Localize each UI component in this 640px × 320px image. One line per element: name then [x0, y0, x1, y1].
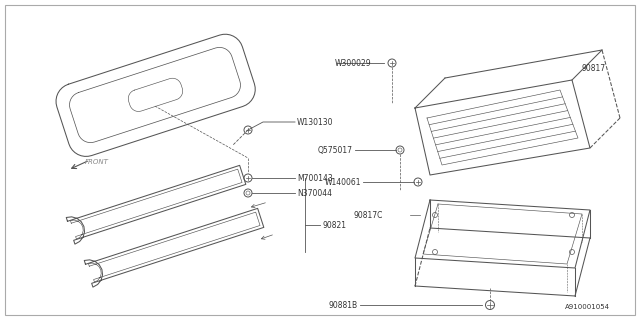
Text: N370044: N370044 — [297, 188, 332, 197]
Text: 90881B: 90881B — [329, 300, 358, 309]
Text: 90821: 90821 — [322, 220, 346, 229]
Text: 90817C: 90817C — [353, 211, 382, 220]
Text: W140061: W140061 — [324, 178, 361, 187]
Text: W300029: W300029 — [335, 59, 372, 68]
Text: W130130: W130130 — [297, 117, 333, 126]
Text: M700143: M700143 — [297, 173, 333, 182]
Text: A910001054: A910001054 — [565, 304, 610, 310]
Text: FRONT: FRONT — [85, 159, 109, 165]
Text: 90817: 90817 — [582, 63, 606, 73]
Text: Q575017: Q575017 — [318, 146, 353, 155]
